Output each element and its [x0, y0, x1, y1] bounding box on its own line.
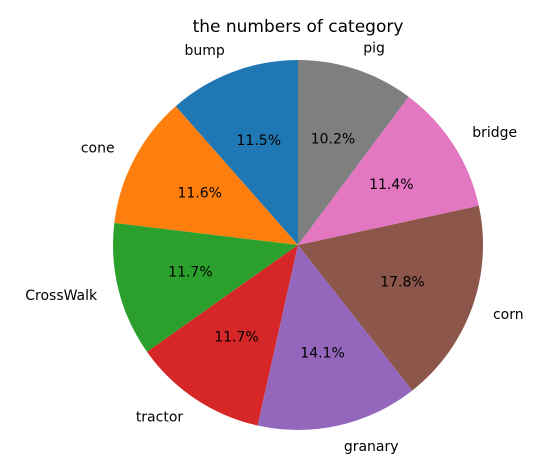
pie-slice-corn: [298, 205, 484, 391]
percentage-labels: 11.5% 11.6% 11.7% 11.7% 14.1% 17.8% 11.4% 10.2%: [168, 132, 425, 362]
pct-label-granary: 14.1%: [300, 345, 344, 361]
category-label-bump: bump: [184, 43, 224, 59]
pct-label-pig: 10.2%: [311, 132, 355, 148]
pie-slice-granary: [257, 245, 413, 430]
pct-label-corn: 17.8%: [380, 275, 424, 291]
category-label-crosswalk: CrossWalk: [25, 288, 98, 304]
category-label-tractor: tractor: [136, 409, 184, 425]
category-label-granary: granary: [344, 439, 399, 455]
category-labels: bump cone CrossWalk tractor granary corn bridg…: [25, 40, 523, 455]
pie-slice-bump: [175, 60, 298, 245]
pie-slice-crosswalk: [112, 222, 298, 352]
category-label-bridge: bridge: [472, 125, 517, 141]
pct-label-cone: 11.6%: [177, 185, 221, 201]
pie-slice-pig: [298, 60, 409, 245]
pct-label-bump: 11.5%: [237, 133, 281, 149]
category-label-cone: cone: [81, 141, 115, 157]
pct-label-bridge: 11.4%: [369, 177, 413, 193]
category-label-pig: pig: [363, 40, 385, 56]
category-label-corn: corn: [493, 307, 524, 323]
pie-slices: [112, 60, 484, 430]
pct-label-crosswalk: 11.7%: [168, 264, 212, 280]
pie-slice-cone: [114, 106, 299, 245]
chart-title: the numbers of category: [193, 17, 404, 37]
pie-slice-bridge: [298, 96, 479, 245]
pct-label-tractor: 11.7%: [214, 329, 258, 345]
pie-slice-tractor: [146, 245, 298, 426]
